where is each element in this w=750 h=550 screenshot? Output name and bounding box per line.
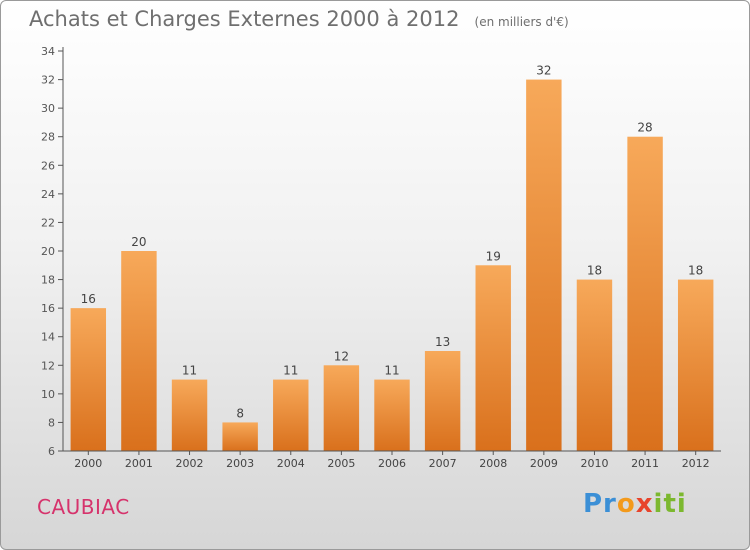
- commune-name: CAUBIAC: [37, 495, 130, 519]
- bar-value-label: 19: [486, 249, 501, 263]
- chart-title-block: Achats et Charges Externes 2000 à 2012 (…: [29, 7, 569, 31]
- x-tick-label: 2003: [226, 457, 254, 470]
- proxiti-logo: Proxiti: [583, 489, 687, 519]
- bar-2003: [222, 422, 258, 451]
- y-tick-label: 6: [48, 445, 55, 458]
- bar-2002: [171, 379, 208, 451]
- bar-value-label: 11: [182, 364, 197, 378]
- y-tick-label: 32: [41, 74, 55, 87]
- y-tick-label: 30: [41, 102, 55, 115]
- bar-2010: [576, 279, 613, 451]
- x-tick-label: 2001: [125, 457, 153, 470]
- x-tick-label: 2005: [327, 457, 355, 470]
- y-tick-label: 20: [41, 245, 55, 258]
- bar-2000: [70, 308, 107, 451]
- bar-2001: [121, 251, 157, 451]
- bar-value-label: 20: [131, 235, 146, 249]
- bar-2005: [323, 365, 360, 451]
- bar-2007: [424, 351, 461, 451]
- bar-2009: [526, 79, 562, 452]
- bar-value-label: 16: [81, 292, 96, 306]
- x-tick-label: 2012: [682, 457, 710, 470]
- bar-value-label: 12: [334, 349, 349, 363]
- x-tick-label: 2004: [277, 457, 305, 470]
- bar-value-label: 18: [688, 264, 703, 278]
- bar-2008: [475, 265, 511, 451]
- bar-2004: [273, 379, 309, 451]
- bar-value-label: 32: [536, 64, 551, 78]
- y-tick-label: 12: [41, 359, 55, 372]
- y-tick-label: 26: [41, 159, 55, 172]
- y-tick-label: 24: [41, 188, 55, 201]
- x-tick-label: 2009: [530, 457, 558, 470]
- bar-2011: [627, 136, 663, 451]
- y-axis: 6 8 10 12 14 16 18 20 22 24 26 28 30 32 34: [41, 45, 64, 458]
- bar-value-label: 8: [236, 406, 244, 420]
- x-tick-label: 2000: [74, 457, 102, 470]
- chart-title: Achats et Charges Externes 2000 à 2012: [29, 7, 460, 31]
- y-tick-label: 22: [41, 216, 55, 229]
- chart-subtitle: (en milliers d'€): [474, 15, 569, 29]
- bar-value-label: 18: [587, 264, 602, 278]
- bar-value-label: 28: [637, 121, 652, 135]
- bar-value-label: 11: [283, 364, 298, 378]
- y-tick-label: 8: [48, 416, 55, 429]
- y-tick-label: 18: [41, 274, 55, 287]
- x-tick-label: 2006: [378, 457, 406, 470]
- bar-2006: [374, 379, 410, 451]
- y-tick-label: 10: [41, 388, 55, 401]
- y-tick-label: 28: [41, 131, 55, 144]
- y-tick-label: 34: [41, 45, 55, 58]
- x-tick-label: 2007: [429, 457, 457, 470]
- y-tick-label: 14: [41, 331, 55, 344]
- x-axis: 2000 2001 2002 2003 2004 2005 2006 2007 2008 2009…: [63, 450, 721, 470]
- y-tick-label: 16: [41, 302, 55, 315]
- x-tick-label: 2002: [176, 457, 204, 470]
- x-tick-label: 2010: [580, 457, 608, 470]
- bars: 16 20 11 8 11 12 11 13 19 32 18 28 18: [70, 64, 714, 452]
- x-tick-label: 2008: [479, 457, 507, 470]
- bar-2012: [677, 279, 714, 451]
- bar-value-label: 11: [384, 364, 399, 378]
- bar-value-label: 13: [435, 335, 450, 349]
- x-tick-label: 2011: [631, 457, 659, 470]
